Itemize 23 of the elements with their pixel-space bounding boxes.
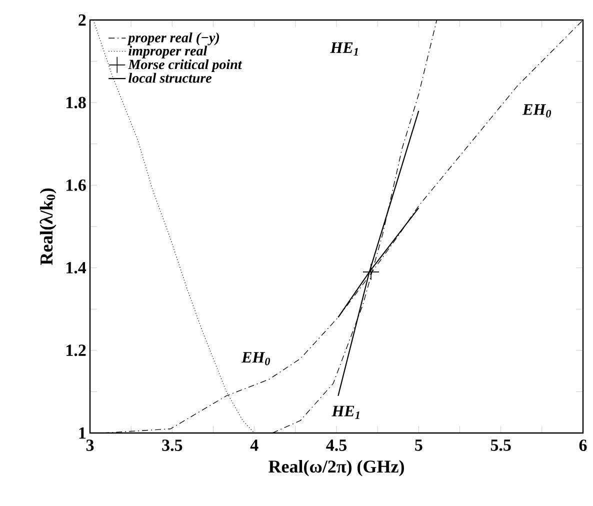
x-tick-label: 6 — [579, 440, 587, 452]
legend-label: proper real (−y) — [127, 32, 219, 46]
x-tick-label: 4 — [250, 440, 258, 451]
x-tick-label: 4.5 — [326, 440, 347, 452]
y-tick-label: 1.8 — [66, 96, 86, 108]
y-tick-label: 2 — [78, 14, 86, 26]
x-axis-title: Real(ω/2π) (GHz) — [268, 460, 404, 476]
annotation: EH$_{0}$ — [522, 104, 552, 118]
annotation: HE$_{1}$ — [332, 406, 360, 419]
x-tick-label: 5.5 — [490, 440, 511, 451]
x-tick-label: 3 — [86, 440, 94, 452]
x-tick-label: 3.5 — [162, 440, 182, 452]
legend-label: improper real — [128, 46, 208, 58]
y-axis-title: Real(λ/k$_{0}$) — [40, 188, 56, 265]
annotation: EH$_{0}$ — [241, 352, 270, 366]
legend-label: local structure — [128, 72, 212, 83]
y-tick-label: 1.6 — [66, 179, 86, 191]
y-tick-label: 1.4 — [66, 262, 86, 274]
x-tick-label: 5 — [415, 440, 422, 451]
y-tick-label: 1 — [79, 427, 86, 439]
y-tick-label: 1.2 — [66, 344, 86, 356]
annotation: HE$_{1}$ — [330, 42, 358, 56]
legend-label: Morse critical point — [128, 59, 242, 72]
